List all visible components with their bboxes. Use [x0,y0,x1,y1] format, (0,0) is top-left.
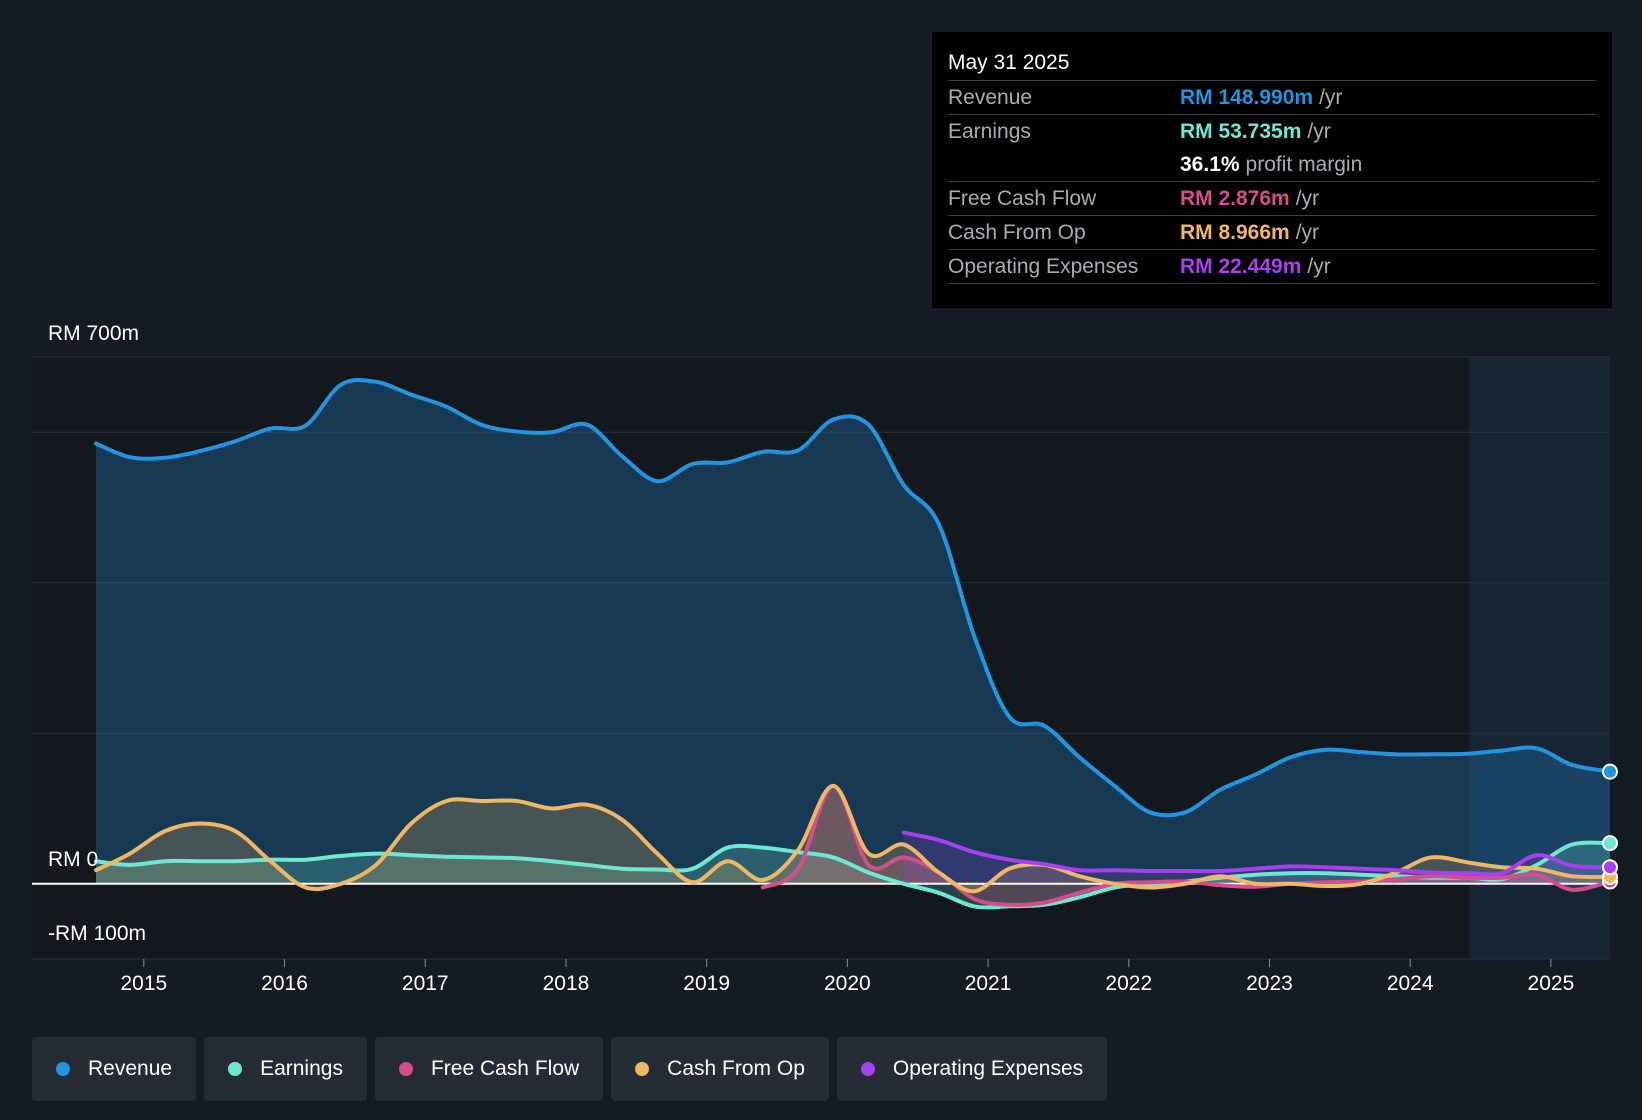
x-tick-label: 2017 [402,972,449,995]
tooltip-row-operating-expenses: Operating Expenses RM 22.449m /yr [948,250,1596,284]
legend-item-cash-from-op[interactable]: Cash From Op [611,1037,829,1101]
tooltip-label: Revenue [948,86,1033,109]
operating-expenses-dot-icon [860,1062,875,1076]
legend-label: Cash From Op [667,1057,805,1080]
x-tick-label: 2021 [965,972,1012,995]
end-markers [1602,763,1618,890]
series-lines [94,378,1610,910]
x-tick-label: 2016 [261,972,308,995]
x-tick-label: 2019 [683,972,730,995]
cash-from-op-area [96,785,1610,892]
revenue-end-marker[interactable] [1602,763,1618,780]
x-tick-label: 2024 [1387,972,1434,995]
tooltip-unit: /yr [1319,86,1343,109]
tooltip-value: RM 22.449m [1180,255,1302,278]
legend-item-earnings[interactable]: Earnings [204,1037,367,1101]
tooltip-row-free-cash-flow: Free Cash Flow RM 2.876m /yr [948,182,1596,216]
legend-item-free-cash-flow[interactable]: Free Cash Flow [374,1037,604,1101]
cash-from-op-line[interactable] [94,783,1610,894]
x-tick-label: 2025 [1528,972,1575,995]
tooltip-row-revenue: Revenue RM 148.990m /yr [948,81,1596,115]
tooltip-unit: profit margin [1245,153,1363,176]
operating-expenses-line[interactable] [901,830,1610,877]
cash-from-op-dot-icon [635,1062,650,1076]
tooltip-value: 36.1% [1180,153,1240,176]
tooltip-value: RM 2.876m [1180,187,1290,210]
revenue-line[interactable] [94,378,1610,818]
tooltip-label [948,148,1180,181]
legend-label: Free Cash Flow [430,1057,580,1080]
tooltip-row-cash-from-op: Cash From Op RM 8.966m /yr [948,216,1596,250]
forecast-region [1469,357,1610,959]
legend: Revenue Earnings Free Cash Flow Cash Fro… [32,1037,1108,1101]
tooltip-label: Free Cash Flow [948,187,1097,210]
x-tick-label: 2015 [120,972,167,995]
tooltip-unit: /yr [1295,187,1320,210]
x-axis-ticks: 2015 2016 2017 2018 2019 2020 2021 2022 2023 2024… [120,959,1574,995]
tooltip-row-earnings: Earnings RM 53.735m /yr [948,115,1596,148]
tooltip-unit: /yr [1307,255,1331,278]
earnings-line[interactable] [94,840,1610,910]
tooltip-unit: /yr [1295,221,1320,244]
operating-expenses-end-marker[interactable] [1602,859,1618,876]
legend-label: Earnings [260,1057,343,1080]
tooltip-date: May 31 2025 [948,46,1596,81]
revenue-dot-icon [56,1062,70,1076]
x-tick-label: 2018 [543,972,590,995]
tooltip-label: Cash From Op [948,221,1086,244]
tooltip-row-profit-margin: 36.1% profit margin [948,148,1596,182]
y-axis-label-zero: RM 0 [48,848,98,871]
y-axis-label-bottom: -RM 100m [48,922,146,945]
earnings-end-marker[interactable] [1602,835,1618,852]
free-cash-flow-dot-icon [398,1062,413,1076]
hover-tooltip: May 31 2025 Revenue RM 148.990m /yr Earn… [932,32,1612,308]
gridlines [32,356,1610,960]
tooltip-unit: /yr [1307,120,1331,143]
legend-item-operating-expenses[interactable]: Operating Expenses [836,1037,1108,1101]
legend-item-revenue[interactable]: Revenue [32,1037,197,1101]
tooltip-value: RM 148.990m [1180,86,1314,109]
tooltip-value: RM 53.735m [1180,120,1302,143]
y-axis-label-top: RM 700m [48,322,139,345]
legend-label: Revenue [88,1057,173,1080]
x-tick-label: 2020 [824,972,871,995]
free-cash-flow-line[interactable] [760,783,1610,907]
legend-label: Operating Expenses [892,1057,1084,1080]
x-tick-label: 2022 [1105,972,1152,995]
earnings-dot-icon [228,1062,243,1076]
tooltip-label: Operating Expenses [948,255,1139,278]
revenue-area [96,379,1610,884]
x-tick-label: 2023 [1246,972,1293,995]
tooltip-value: RM 8.966m [1180,221,1290,244]
tooltip-label: Earnings [948,120,1031,143]
